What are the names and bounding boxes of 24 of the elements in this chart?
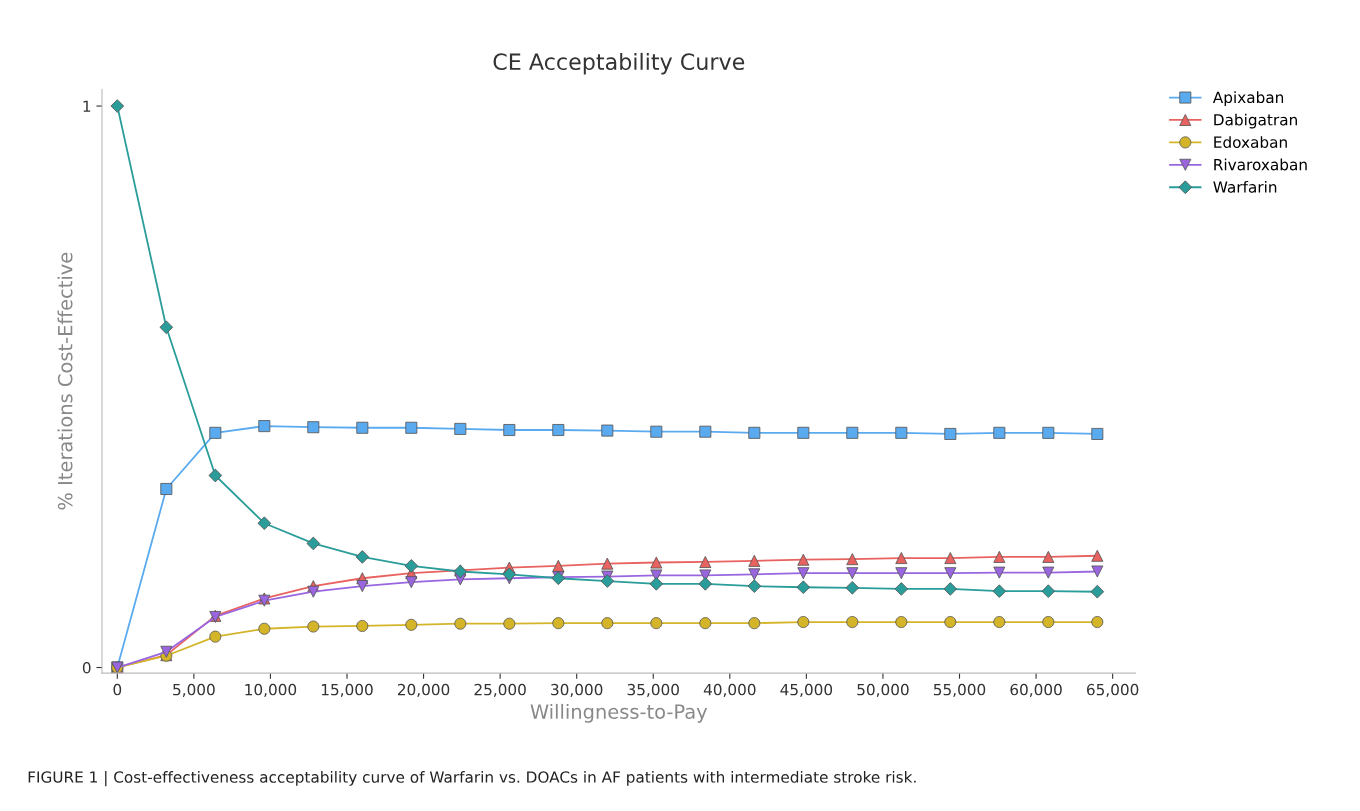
x-tick-label: 25,000 <box>474 683 526 697</box>
chart-title: CE Acceptability Curve <box>493 52 745 75</box>
x-tick-label: 50,000 <box>857 683 909 697</box>
x-tick-label: 40,000 <box>703 683 756 697</box>
legend-label: Warfarin <box>1213 180 1277 193</box>
legend-label: Edoxaban <box>1214 136 1287 148</box>
caption: FIGURE 1 | Cost-effectiveness acceptability curve of Warfarin vs. DOACs in AF patients with intermediate stroke risk. <box>28 770 916 787</box>
y-tick-label: 1 <box>83 100 91 112</box>
x-tick-label: 60,000 <box>1010 683 1062 697</box>
y-axis-title: % Iterations Cost-Effective <box>57 252 73 510</box>
x-tick-label: 0 <box>113 683 122 696</box>
legend-label: Apixaban <box>1212 91 1284 107</box>
legend-label: Dabigatran <box>1214 113 1297 129</box>
x-tick-label: 55,000 <box>933 683 986 697</box>
x-tick-label: 15,000 <box>321 683 373 697</box>
x-axis-title: Willingness-to-Pay <box>530 703 708 723</box>
x-tick-label: 65,000 <box>1086 683 1139 697</box>
x-tick-label: 45,000 <box>780 683 833 697</box>
x-tick-label: 35,000 <box>627 683 679 697</box>
legend-label: Rivaroxaban <box>1214 158 1307 171</box>
x-tick-label: 20,000 <box>397 683 450 697</box>
x-tick-label: 5,000 <box>173 683 215 697</box>
x-tick-label: 30,000 <box>551 683 603 697</box>
x-tick-label: 10,000 <box>245 683 297 697</box>
